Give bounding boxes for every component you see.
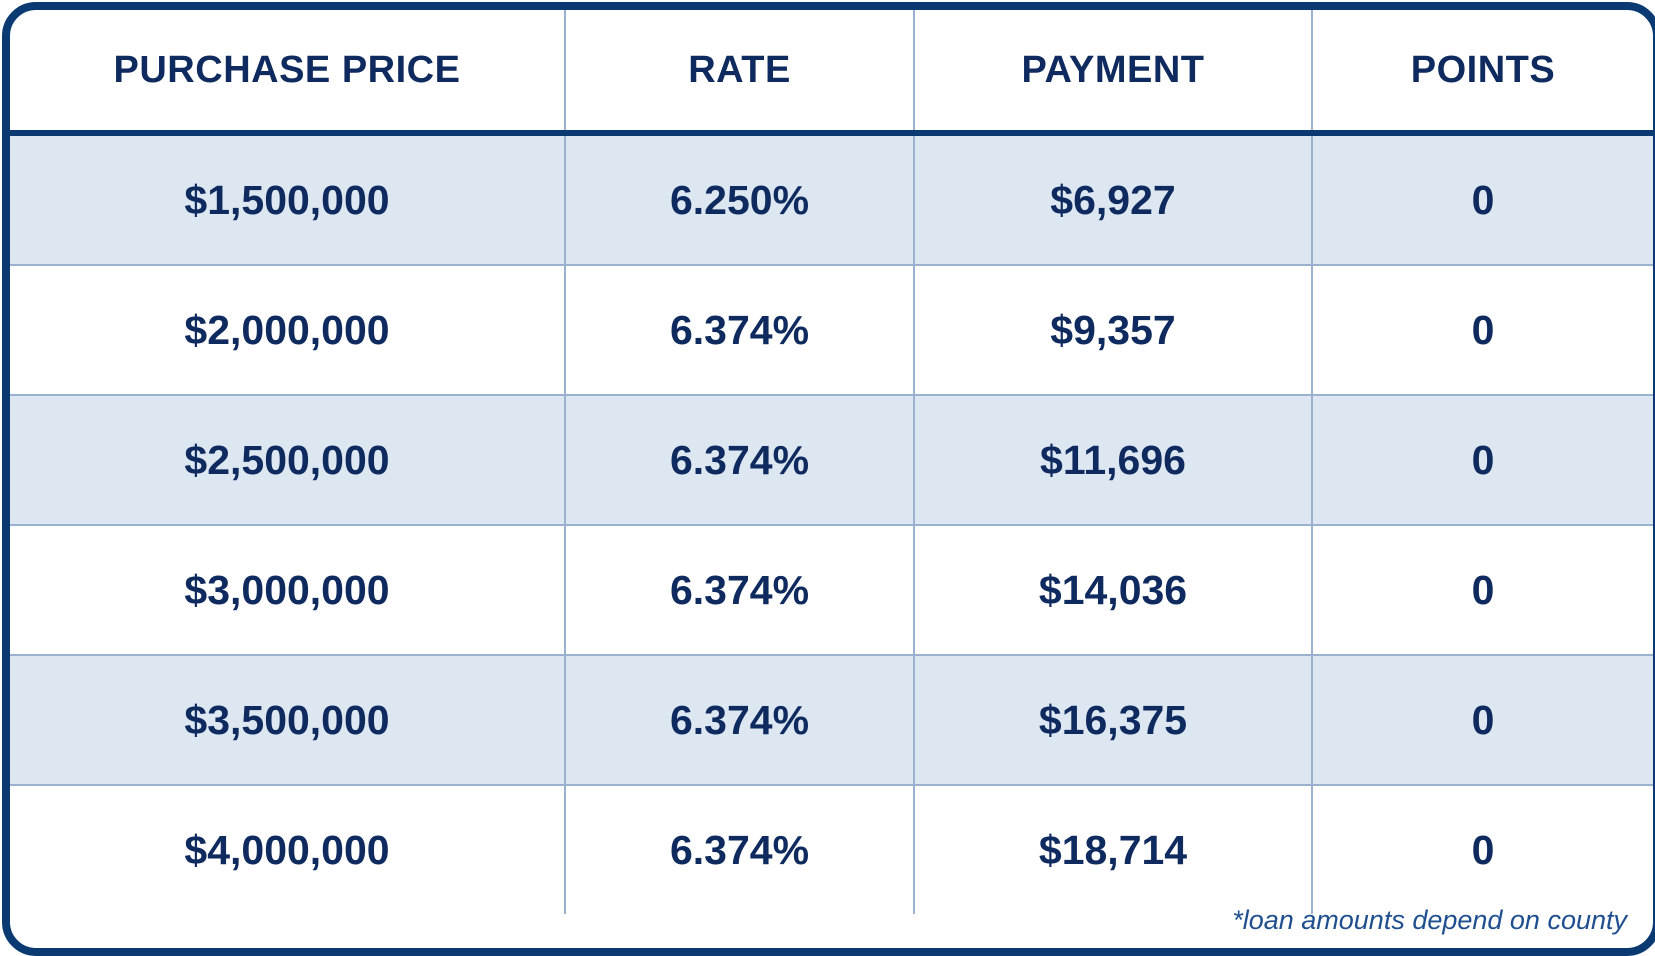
table-row: $2,000,000 6.374% $9,357 0 xyxy=(10,265,1653,396)
table-row: $2,500,000 6.374% $11,696 0 xyxy=(10,395,1653,526)
cell-points: 0 xyxy=(1311,133,1653,266)
cell-rate: 6.374% xyxy=(564,655,914,786)
table-row: $3,000,000 6.374% $14,036 0 xyxy=(10,525,1653,656)
cell-payment: $14,036 xyxy=(913,525,1312,656)
footnote: *loan amounts depend on county xyxy=(1232,905,1627,935)
cell-rate: 6.374% xyxy=(564,785,914,914)
cell-payment: $16,375 xyxy=(913,655,1312,786)
cell-points: 0 xyxy=(1311,785,1653,914)
cell-purchase-price: $4,000,000 xyxy=(10,785,565,914)
cell-rate: 6.374% xyxy=(564,395,914,526)
cell-purchase-price: $2,000,000 xyxy=(10,265,565,396)
table-header-row: PURCHASE PRICE RATE PAYMENT POINTS xyxy=(10,10,1653,136)
cell-rate: 6.374% xyxy=(564,265,914,396)
cell-purchase-price: $3,000,000 xyxy=(10,525,565,656)
cell-payment: $11,696 xyxy=(913,395,1312,526)
cell-payment: $6,927 xyxy=(913,133,1312,266)
table-row: $3,500,000 6.374% $16,375 0 xyxy=(10,655,1653,786)
column-header-payment: PAYMENT xyxy=(913,10,1312,136)
column-header-points: POINTS xyxy=(1311,10,1653,136)
cell-points: 0 xyxy=(1311,655,1653,786)
cell-payment: $18,714 xyxy=(913,785,1312,914)
cell-points: 0 xyxy=(1311,265,1653,396)
rate-table: PURCHASE PRICE RATE PAYMENT POINTS $1,50… xyxy=(10,10,1653,914)
table-row: $4,000,000 6.374% $18,714 0 xyxy=(10,785,1653,914)
cell-purchase-price: $3,500,000 xyxy=(10,655,565,786)
cell-points: 0 xyxy=(1311,395,1653,526)
cell-payment: $9,357 xyxy=(913,265,1312,396)
table-row: $1,500,000 6.250% $6,927 0 xyxy=(10,133,1653,266)
column-header-purchase-price: PURCHASE PRICE xyxy=(10,10,565,136)
cell-purchase-price: $1,500,000 xyxy=(10,133,565,266)
cell-points: 0 xyxy=(1311,525,1653,656)
column-header-rate: RATE xyxy=(564,10,914,136)
cell-purchase-price: $2,500,000 xyxy=(10,395,565,526)
cell-rate: 6.250% xyxy=(564,133,914,266)
cell-rate: 6.374% xyxy=(564,525,914,656)
